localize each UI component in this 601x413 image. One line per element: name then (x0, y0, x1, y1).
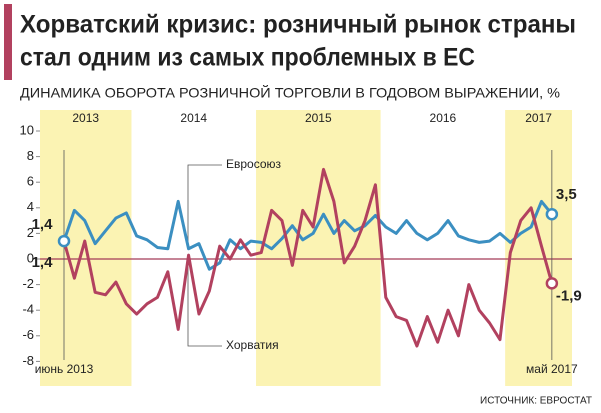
y-tick-label: -4 (22, 302, 34, 317)
end-point (545, 277, 559, 290)
y-tick-label: 4 (27, 199, 34, 214)
end-label: 3,5 (556, 186, 577, 203)
series-line (62, 167, 554, 348)
source: ИСТОЧНИК: ЕВРОСТАТ (480, 396, 592, 407)
title-accent (4, 4, 12, 80)
legend-label: Евросоюз (226, 157, 282, 171)
y-tick-label: 8 (27, 148, 34, 163)
legend-leader (187, 164, 222, 249)
x-tick-label: июнь 2013 (35, 362, 94, 376)
legend-label: Хорватия (226, 338, 279, 352)
chart-subtitle: ДИНАМИКА ОБОРОТА РОЗНИЧНОЙ ТОРГОВЛИ В ГО… (20, 84, 560, 101)
x-tick-label: май 2017 (526, 362, 578, 376)
y-tick-label: -2 (22, 276, 34, 291)
year-label: 2014 (180, 111, 207, 125)
y-tick-label: 2 (27, 225, 34, 240)
start-point (57, 234, 71, 248)
year-band (505, 110, 572, 386)
end-point (545, 207, 559, 221)
start-label: 1,4 (32, 254, 54, 271)
chart-title: стал одним из самых проблемных в ЕС (20, 44, 475, 72)
series-line (62, 199, 554, 271)
y-tick-label: 6 (27, 174, 34, 189)
year-label: 2013 (72, 111, 99, 125)
year-band (256, 110, 381, 386)
end-label: -1,9 (556, 287, 582, 304)
y-tick-label: -8 (22, 353, 34, 368)
year-label: 2017 (525, 111, 552, 125)
year-label: 2016 (430, 111, 457, 125)
y-tick-label: -6 (22, 327, 34, 342)
legend-leader (187, 255, 222, 347)
start-label: 1,4 (32, 216, 54, 233)
y-tick-label: 10 (20, 122, 34, 137)
y-tick-label: 0 (27, 250, 34, 265)
year-label: 2015 (305, 111, 332, 125)
chart-title: Хорватский кризис: розничный рынок стран… (20, 11, 576, 39)
